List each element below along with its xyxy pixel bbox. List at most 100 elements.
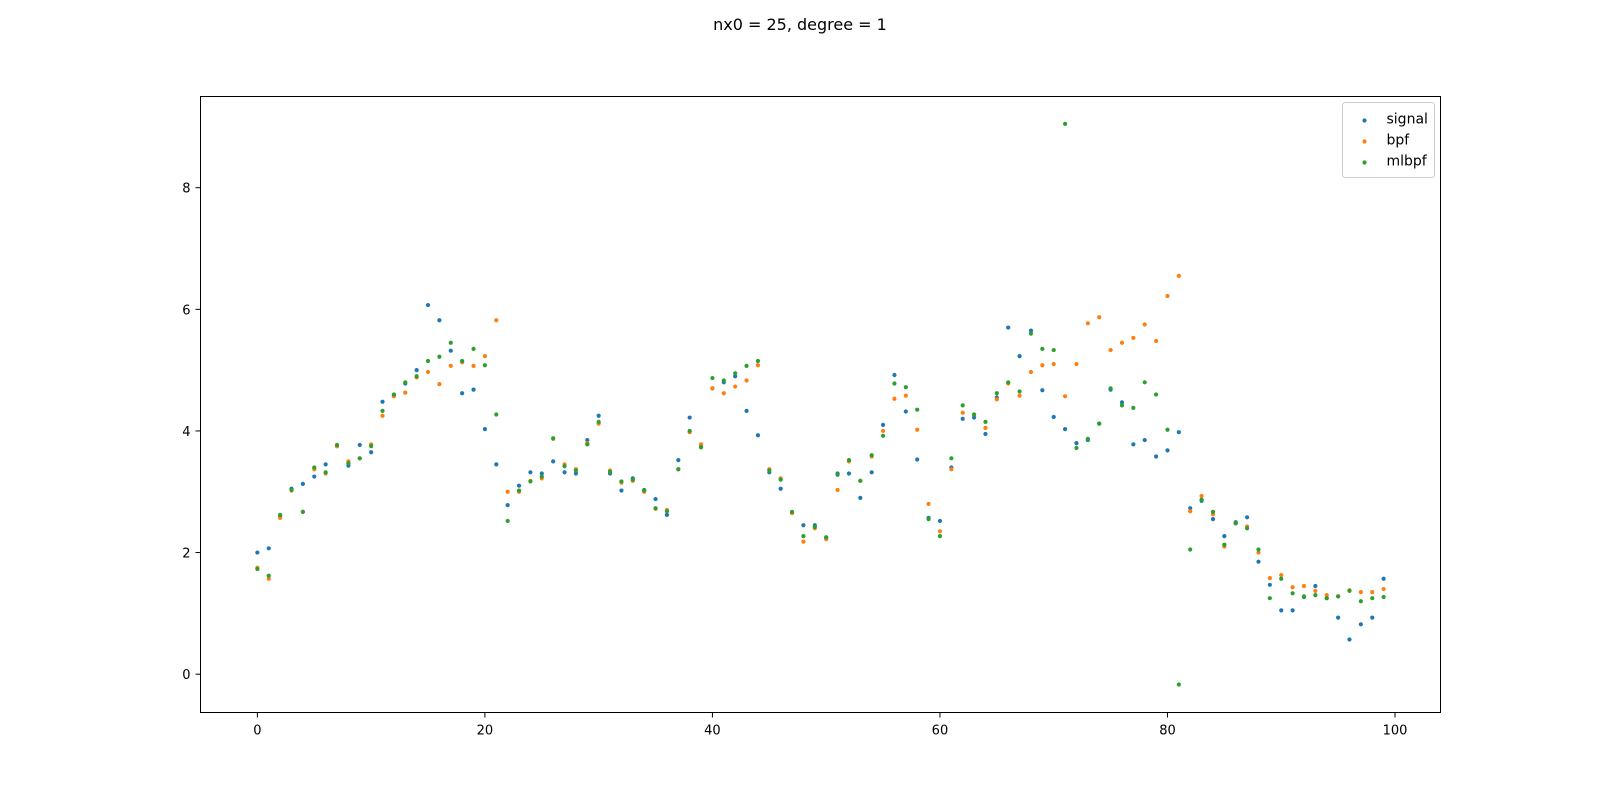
x-tick-label: 20 xyxy=(477,724,494,739)
point-signal xyxy=(1051,414,1056,420)
point-signal xyxy=(960,416,965,421)
data-points xyxy=(255,121,1386,687)
point-bpf xyxy=(1199,493,1204,499)
point-mlbpf xyxy=(573,468,579,473)
point-mlbpf xyxy=(1006,380,1011,385)
point-mlbpf xyxy=(1153,392,1159,397)
point-mlbpf xyxy=(1233,521,1238,526)
point-mlbpf xyxy=(1119,403,1125,408)
point-signal xyxy=(687,415,692,420)
point-bpf xyxy=(949,467,954,472)
point-bpf xyxy=(1062,394,1068,399)
point-signal xyxy=(915,457,920,462)
point-mlbpf xyxy=(380,408,385,413)
point-signal xyxy=(971,415,977,420)
point-mlbpf xyxy=(926,517,931,522)
point-mlbpf xyxy=(755,358,761,364)
point-bpf xyxy=(482,354,488,359)
point-signal xyxy=(903,409,908,414)
point-mlbpf xyxy=(1028,331,1034,336)
point-bpf xyxy=(1165,293,1170,299)
point-signal xyxy=(494,462,499,467)
legend-marker-bpf xyxy=(1362,139,1367,144)
point-mlbpf xyxy=(369,444,374,449)
point-signal xyxy=(380,399,385,404)
point-signal xyxy=(596,413,601,418)
point-bpf xyxy=(994,397,999,402)
x-tick-label: 80 xyxy=(1159,724,1176,739)
point-signal xyxy=(1222,534,1227,539)
point-signal xyxy=(1119,400,1125,405)
point-bpf xyxy=(937,529,943,534)
point-bpf xyxy=(266,576,271,581)
point-bpf xyxy=(1097,315,1102,320)
axis-ticks: 0 20 40 60 80 100 0 2 4 6 8 xyxy=(182,182,1407,739)
point-mlbpf xyxy=(312,465,317,470)
legend-label-signal: signal xyxy=(1387,112,1428,128)
point-mlbpf xyxy=(676,467,681,472)
point-mlbpf xyxy=(1074,445,1079,451)
series-mlbpf xyxy=(255,121,1386,687)
point-mlbpf xyxy=(1222,542,1227,547)
point-signal xyxy=(437,318,442,323)
point-bpf xyxy=(1188,509,1193,514)
point-mlbpf xyxy=(346,461,351,466)
point-mlbpf xyxy=(266,573,271,578)
point-signal xyxy=(1267,582,1272,587)
point-mlbpf xyxy=(687,428,692,434)
point-signal xyxy=(801,523,806,528)
point-bpf xyxy=(1017,393,1022,398)
point-signal xyxy=(858,495,863,500)
point-signal xyxy=(1006,325,1011,330)
point-signal xyxy=(846,471,852,476)
point-signal xyxy=(1062,427,1068,432)
x-tick-label: 40 xyxy=(704,724,721,739)
point-mlbpf xyxy=(630,477,635,482)
point-mlbpf xyxy=(1256,547,1261,552)
point-mlbpf xyxy=(983,419,988,424)
point-bpf xyxy=(448,363,453,368)
point-mlbpf xyxy=(585,442,590,447)
point-signal xyxy=(460,391,465,396)
point-signal xyxy=(562,470,567,475)
point-bpf xyxy=(1074,361,1079,367)
point-signal xyxy=(414,368,419,373)
point-mlbpf xyxy=(801,534,806,539)
point-mlbpf xyxy=(971,412,977,417)
point-mlbpf xyxy=(255,566,260,572)
point-bpf xyxy=(926,501,931,507)
point-bpf xyxy=(880,428,886,434)
point-mlbpf xyxy=(460,358,465,364)
legend-marker-mlbpf xyxy=(1362,160,1367,165)
point-mlbpf xyxy=(1108,386,1113,391)
point-signal xyxy=(1142,437,1147,443)
point-signal xyxy=(425,302,431,308)
point-mlbpf xyxy=(1165,427,1170,432)
point-mlbpf xyxy=(789,509,795,514)
point-signal xyxy=(312,474,317,479)
point-signal xyxy=(482,427,488,432)
point-signal xyxy=(1381,576,1386,581)
point-signal xyxy=(983,431,988,437)
point-bpf xyxy=(710,386,715,391)
point-signal xyxy=(1040,388,1045,393)
point-signal xyxy=(551,459,556,464)
point-mlbpf xyxy=(437,354,442,359)
point-signal xyxy=(869,470,874,475)
point-signal xyxy=(892,372,897,378)
point-mlbpf xyxy=(300,509,305,514)
point-mlbpf xyxy=(425,358,431,364)
point-signal xyxy=(539,471,544,476)
point-signal xyxy=(471,387,476,392)
point-bpf xyxy=(1119,340,1125,345)
point-signal xyxy=(1131,442,1136,447)
point-bpf xyxy=(1256,550,1261,555)
point-bpf xyxy=(494,318,499,323)
point-mlbpf xyxy=(414,374,419,379)
point-mlbpf xyxy=(949,456,954,461)
point-mlbpf xyxy=(1097,421,1102,426)
chart-title: nx0 = 25, degree = 1 xyxy=(713,15,887,34)
point-bpf xyxy=(1142,322,1147,327)
point-mlbpf xyxy=(539,474,544,479)
y-tick-label: 0 xyxy=(182,668,190,683)
